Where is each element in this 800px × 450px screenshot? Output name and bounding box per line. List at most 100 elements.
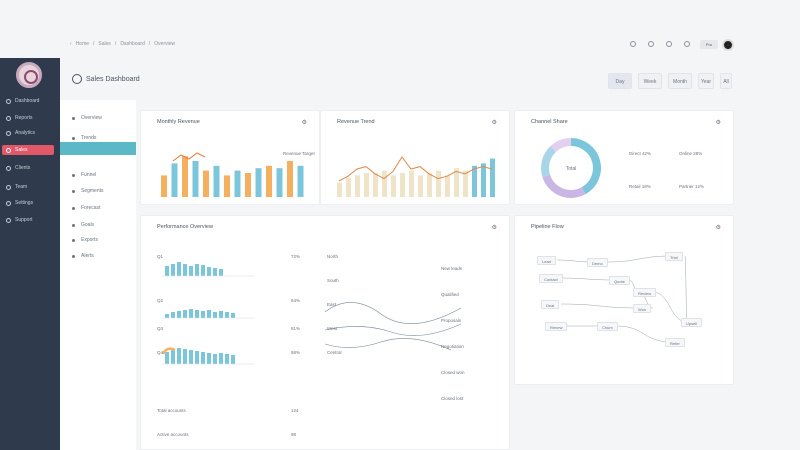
bar[interactable] bbox=[183, 310, 187, 318]
notification-icon[interactable] bbox=[648, 41, 654, 47]
bar[interactable] bbox=[337, 182, 342, 197]
flow-node[interactable]: Churn bbox=[597, 322, 618, 331]
bar[interactable] bbox=[409, 170, 414, 197]
bar[interactable] bbox=[418, 175, 423, 197]
flow-node[interactable]: Trial bbox=[665, 252, 683, 261]
flow-node[interactable]: Refer bbox=[665, 338, 685, 347]
bar[interactable] bbox=[171, 163, 178, 197]
bar[interactable] bbox=[213, 165, 220, 197]
bar[interactable] bbox=[165, 314, 169, 318]
sidebar-item[interactable]: Sales bbox=[2, 145, 54, 155]
more-icon[interactable]: ⚙ bbox=[491, 120, 497, 126]
breadcrumb-item[interactable]: Home bbox=[75, 41, 90, 47]
subnav-item[interactable]: Segments bbox=[72, 188, 104, 194]
bar[interactable] bbox=[490, 158, 495, 197]
more-icon[interactable]: ⚙ bbox=[715, 120, 721, 126]
subnav-item[interactable]: Forecast bbox=[72, 205, 100, 211]
bar[interactable] bbox=[165, 266, 169, 276]
tab-all[interactable]: All bbox=[720, 73, 732, 89]
bar[interactable] bbox=[373, 173, 378, 197]
bar[interactable] bbox=[207, 310, 211, 318]
back-icon[interactable]: ‹ bbox=[70, 41, 72, 47]
bar[interactable] bbox=[189, 309, 193, 318]
sidebar-item[interactable]: Analytics bbox=[6, 128, 35, 138]
bar[interactable] bbox=[427, 173, 432, 197]
flow-node[interactable]: Deal bbox=[541, 300, 560, 309]
bar[interactable] bbox=[192, 161, 199, 197]
pie-slice[interactable] bbox=[570, 138, 601, 195]
breadcrumb-item[interactable]: Dashboard bbox=[120, 41, 145, 47]
bar[interactable] bbox=[454, 168, 459, 197]
bar[interactable] bbox=[231, 355, 235, 364]
bar[interactable] bbox=[213, 312, 217, 318]
bar[interactable] bbox=[201, 352, 205, 364]
bar[interactable] bbox=[177, 348, 181, 364]
pie-slice[interactable] bbox=[541, 146, 557, 178]
bar[interactable] bbox=[213, 268, 217, 276]
bar[interactable] bbox=[189, 266, 193, 276]
bar[interactable] bbox=[234, 170, 241, 197]
bar[interactable] bbox=[297, 165, 304, 197]
breadcrumb-item[interactable]: Sales bbox=[98, 41, 111, 47]
tab-week[interactable]: Week bbox=[638, 73, 662, 89]
flow-node[interactable]: Renew bbox=[545, 322, 568, 331]
bar[interactable] bbox=[177, 311, 181, 318]
more-icon[interactable]: ⚙ bbox=[301, 120, 307, 126]
bar[interactable] bbox=[207, 353, 211, 364]
search-icon[interactable] bbox=[630, 41, 636, 47]
bar[interactable] bbox=[201, 311, 205, 318]
bar[interactable] bbox=[195, 264, 199, 276]
flow-node[interactable]: Upsell bbox=[681, 318, 703, 327]
bar[interactable] bbox=[255, 168, 262, 197]
subnav-item[interactable]: Trends bbox=[72, 135, 96, 141]
pie-slice[interactable] bbox=[550, 138, 572, 153]
bar[interactable] bbox=[287, 161, 293, 197]
bar[interactable] bbox=[481, 163, 486, 197]
bar[interactable] bbox=[177, 262, 181, 276]
bar[interactable] bbox=[201, 265, 205, 276]
plan-badge[interactable]: Pro bbox=[700, 40, 718, 49]
bar[interactable] bbox=[276, 168, 283, 197]
bar[interactable] bbox=[219, 353, 223, 364]
bar[interactable] bbox=[400, 173, 405, 197]
bar[interactable] bbox=[472, 165, 477, 197]
settings-icon[interactable] bbox=[684, 41, 690, 47]
bar[interactable] bbox=[165, 352, 169, 364]
sidebar-item[interactable]: Clients bbox=[6, 163, 30, 173]
bar[interactable] bbox=[436, 170, 441, 197]
bar[interactable] bbox=[225, 312, 229, 318]
bar[interactable] bbox=[245, 173, 251, 197]
subnav-item[interactable]: Overview bbox=[72, 115, 102, 121]
bar[interactable] bbox=[355, 175, 360, 197]
bar[interactable] bbox=[195, 310, 199, 318]
bar[interactable] bbox=[171, 264, 175, 276]
bar[interactable] bbox=[213, 354, 217, 364]
bar[interactable] bbox=[183, 264, 187, 276]
flow-node[interactable]: Won bbox=[633, 304, 652, 313]
brand-logo[interactable] bbox=[16, 62, 42, 88]
bar[interactable] bbox=[183, 349, 187, 364]
bar[interactable] bbox=[189, 350, 193, 364]
bar[interactable] bbox=[445, 175, 450, 197]
flow-node[interactable]: Review bbox=[633, 288, 657, 297]
bar[interactable] bbox=[195, 351, 199, 364]
bar[interactable] bbox=[266, 165, 272, 197]
bar[interactable] bbox=[219, 311, 223, 318]
pie-slice[interactable] bbox=[542, 174, 586, 198]
bar[interactable] bbox=[225, 354, 229, 364]
bar[interactable] bbox=[346, 177, 351, 197]
bar[interactable] bbox=[219, 269, 223, 276]
bar[interactable] bbox=[171, 312, 175, 318]
bar[interactable] bbox=[463, 170, 468, 197]
bar[interactable] bbox=[171, 350, 175, 364]
help-icon[interactable] bbox=[666, 41, 672, 47]
flow-node[interactable]: Lead bbox=[537, 256, 556, 265]
tab-year[interactable]: Year bbox=[698, 73, 714, 89]
flow-node[interactable]: Quote bbox=[609, 276, 630, 285]
bar[interactable] bbox=[391, 175, 396, 197]
subnav-item[interactable]: Goals bbox=[72, 222, 94, 228]
sidebar-item[interactable]: Team bbox=[6, 182, 27, 192]
bar[interactable] bbox=[382, 170, 387, 197]
sidebar-item[interactable]: Settings bbox=[6, 198, 33, 208]
sidebar-item[interactable]: Reports bbox=[6, 113, 33, 123]
